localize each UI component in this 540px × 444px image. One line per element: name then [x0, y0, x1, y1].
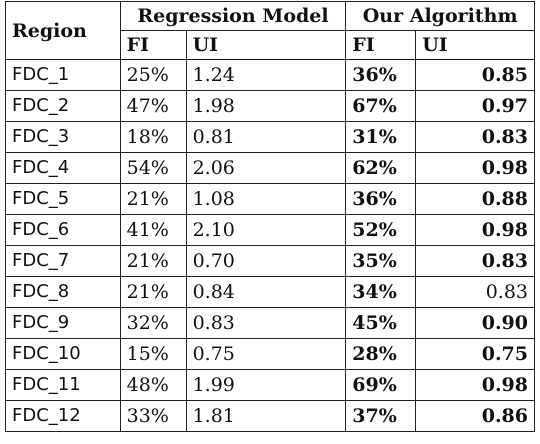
- rm-fi-cell: 21%: [119, 245, 187, 277]
- oa-fi-cell: 67%: [345, 90, 417, 122]
- rm-fi-cell: 54%: [119, 152, 187, 184]
- oa-ui-cell: 0.98: [415, 214, 535, 246]
- oa-ui-cell: 0.90: [415, 307, 535, 339]
- table-row: FDC_12 33% 1.81 37% 0.86: [5, 400, 535, 432]
- rm-ui-cell: 0.70: [185, 245, 347, 277]
- region-cell: FDC_8: [5, 276, 121, 308]
- region-cell: FDC_3: [5, 121, 121, 153]
- oa-fi-cell: 34%: [345, 276, 417, 308]
- rm-ui-cell: 0.83: [185, 307, 347, 339]
- region-cell: FDC_12: [5, 400, 121, 432]
- rm-fi-cell: 47%: [119, 90, 187, 122]
- oa-fi-cell: 69%: [345, 369, 417, 401]
- rm-fi-cell: 48%: [119, 369, 187, 401]
- region-cell: FDC_6: [5, 214, 121, 246]
- region-cell: FDC_11: [5, 369, 121, 401]
- rm-fi-cell: 41%: [119, 214, 187, 246]
- table-row: FDC_10 15% 0.75 28% 0.75: [5, 338, 535, 370]
- region-cell: FDC_9: [5, 307, 121, 339]
- rm-ui-header: UI: [185, 30, 347, 60]
- rm-fi-cell: 18%: [119, 121, 187, 153]
- oa-ui-cell: 0.98: [415, 152, 535, 184]
- oa-fi-cell: 28%: [345, 338, 417, 370]
- oa-ui-cell: 0.88: [415, 183, 535, 215]
- rm-ui-cell: 1.81: [185, 400, 347, 432]
- oa-fi-cell: 31%: [345, 121, 417, 153]
- rm-ui-cell: 2.06: [185, 152, 347, 184]
- oa-fi-cell: 45%: [345, 307, 417, 339]
- oa-ui-header: UI: [415, 30, 535, 60]
- region-cell: FDC_2: [5, 90, 121, 122]
- regression-model-header: Regression Model: [119, 1, 347, 31]
- table-row: FDC_2 47% 1.98 67% 0.97: [5, 90, 535, 122]
- table-row: FDC_7 21% 0.70 35% 0.83: [5, 245, 535, 277]
- table-row: FDC_8 21% 0.84 34% 0.83: [5, 276, 535, 308]
- rm-ui-cell: 1.08: [185, 183, 347, 215]
- oa-ui-cell: 0.85: [415, 59, 535, 91]
- region-cell: FDC_1: [5, 59, 121, 91]
- table-row: FDC_5 21% 1.08 36% 0.88: [5, 183, 535, 215]
- oa-fi-cell: 62%: [345, 152, 417, 184]
- rm-ui-cell: 1.24: [185, 59, 347, 91]
- region-cell: FDC_4: [5, 152, 121, 184]
- rm-fi-cell: 21%: [119, 183, 187, 215]
- rm-ui-cell: 1.98: [185, 90, 347, 122]
- table-row: FDC_4 54% 2.06 62% 0.98: [5, 152, 535, 184]
- oa-fi-cell: 52%: [345, 214, 417, 246]
- table-row: FDC_9 32% 0.83 45% 0.90: [5, 307, 535, 339]
- rm-ui-cell: 0.81: [185, 121, 347, 153]
- rm-fi-cell: 33%: [119, 400, 187, 432]
- rm-fi-cell: 25%: [119, 59, 187, 91]
- oa-ui-cell: 0.86: [415, 400, 535, 432]
- rm-fi-cell: 32%: [119, 307, 187, 339]
- oa-fi-header: FI: [345, 30, 417, 60]
- rm-fi-cell: 15%: [119, 338, 187, 370]
- rm-ui-cell: 0.75: [185, 338, 347, 370]
- oa-fi-cell: 37%: [345, 400, 417, 432]
- oa-fi-cell: 36%: [345, 59, 417, 91]
- oa-fi-cell: 35%: [345, 245, 417, 277]
- region-cell: FDC_7: [5, 245, 121, 277]
- oa-ui-cell: 0.83: [415, 276, 535, 308]
- oa-ui-cell: 0.83: [415, 245, 535, 277]
- table-row: FDC_3 18% 0.81 31% 0.83: [5, 121, 535, 153]
- table-row: FDC_11 48% 1.99 69% 0.98: [5, 369, 535, 401]
- oa-fi-cell: 36%: [345, 183, 417, 215]
- our-algorithm-header: Our Algorithm: [345, 1, 535, 31]
- table-row: FDC_1 25% 1.24 36% 0.85: [5, 59, 535, 91]
- region-cell: FDC_10: [5, 338, 121, 370]
- rm-ui-cell: 0.84: [185, 276, 347, 308]
- region-cell: FDC_5: [5, 183, 121, 215]
- rm-fi-cell: 21%: [119, 276, 187, 308]
- rm-fi-header: FI: [119, 30, 187, 60]
- oa-ui-cell: 0.97: [415, 90, 535, 122]
- rm-ui-cell: 1.99: [185, 369, 347, 401]
- results-table: Region Regression Model Our Algorithm FI…: [5, 1, 535, 432]
- oa-ui-cell: 0.83: [415, 121, 535, 153]
- region-header: Region: [5, 1, 121, 60]
- rm-ui-cell: 2.10: [185, 214, 347, 246]
- oa-ui-cell: 0.75: [415, 338, 535, 370]
- table-body: FDC_1 25% 1.24 36% 0.85 FDC_2 47% 1.98 67% 0.97 FD…: [5, 59, 535, 432]
- table-row: FDC_6 41% 2.10 52% 0.98: [5, 214, 535, 246]
- oa-ui-cell: 0.98: [415, 369, 535, 401]
